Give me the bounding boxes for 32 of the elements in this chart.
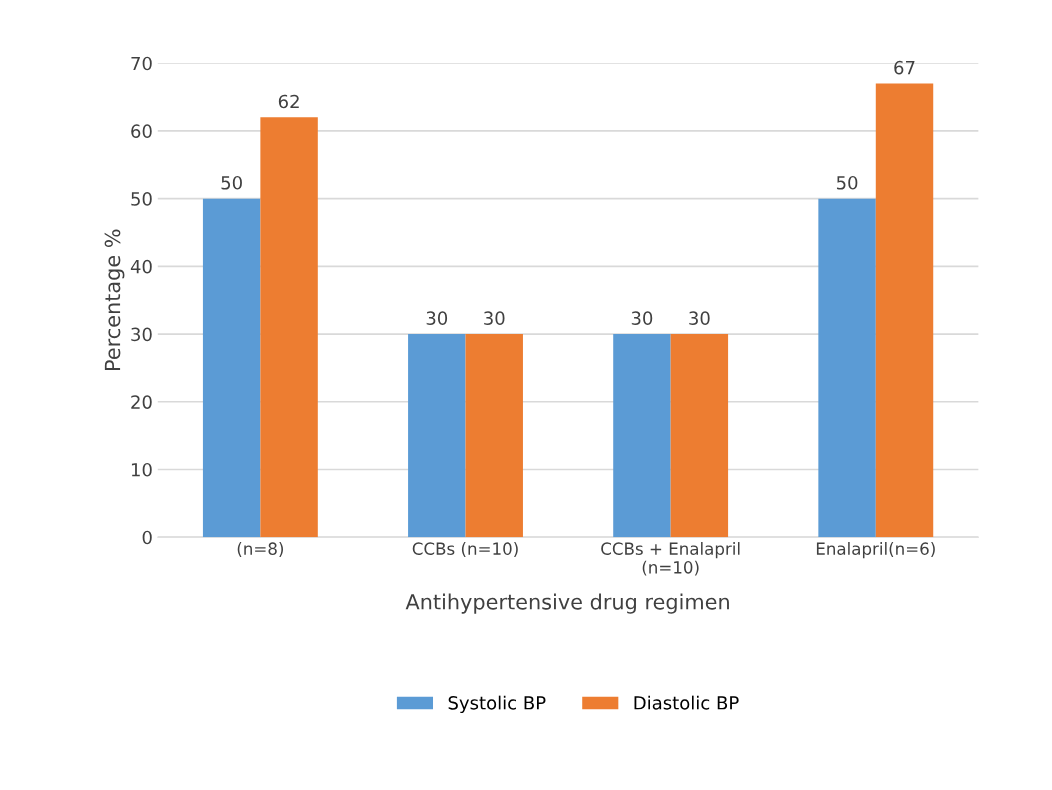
x-tick-label: CCBs (n=10): [412, 542, 518, 557]
y-tick-label: 70: [131, 56, 152, 71]
bar: [408, 334, 466, 538]
x-axis-title: Antihypertensive drug regimen: [405, 593, 729, 614]
x-tick-label: Enalapril(n=6): [816, 542, 935, 559]
data-label: 30: [484, 311, 505, 325]
y-tick-label: 0: [142, 530, 152, 545]
data-label: 30: [689, 311, 710, 325]
legend-label: Diastolic BP: [634, 695, 739, 710]
data-label: 50: [836, 175, 858, 190]
x-tick-label: (n=8): [237, 542, 284, 557]
y-tick-label: 10: [131, 462, 152, 477]
y-tick-label: 60: [131, 124, 152, 139]
y-tick-label: 20: [131, 395, 152, 409]
bar: [613, 334, 671, 538]
bar: [465, 334, 523, 538]
bar: [260, 117, 318, 538]
x-tick-label: CCBs + Enalapril (n=10): [601, 542, 740, 576]
bar: [202, 198, 261, 538]
bar: [670, 334, 729, 538]
y-tick-label: 30: [131, 327, 152, 342]
data-label: 67: [894, 60, 915, 75]
bar: [875, 83, 934, 538]
y-tick-label: 50: [131, 192, 152, 206]
bar: [818, 198, 876, 538]
data-label: 30: [631, 311, 653, 325]
legend-label: Systolic BP: [448, 695, 546, 714]
y-axis-title: Percentage %: [104, 229, 125, 370]
data-label: 62: [278, 94, 299, 109]
y-tick-label: 40: [130, 259, 152, 274]
data-label: 50: [221, 175, 242, 190]
data-label: 30: [426, 311, 448, 325]
